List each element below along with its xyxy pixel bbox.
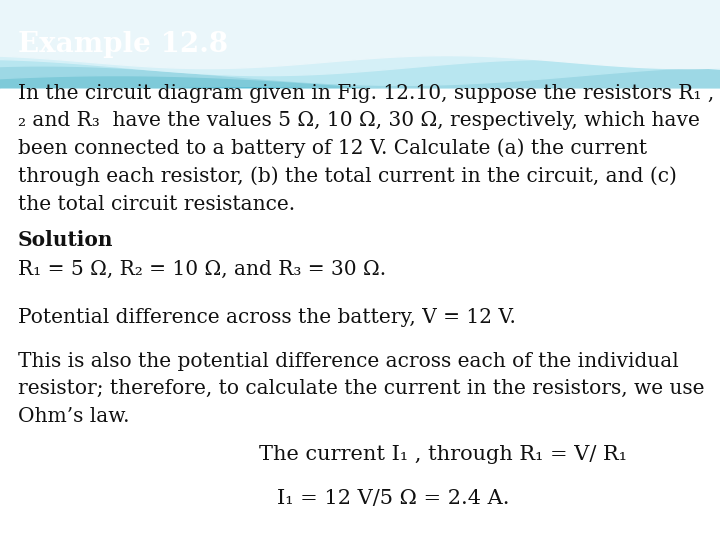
Text: This is also the potential difference across each of the individual
resistor; th: This is also the potential difference ac… [18, 352, 704, 426]
Polygon shape [0, 0, 720, 76]
Polygon shape [0, 0, 720, 111]
Text: In the circuit diagram given in Fig. 12.10, suppose the resistors R₁ , R
₂ and R: In the circuit diagram given in Fig. 12.… [18, 84, 720, 214]
Text: R₁ = 5 Ω, R₂ = 10 Ω, and R₃ = 30 Ω.: R₁ = 5 Ω, R₂ = 10 Ω, and R₃ = 30 Ω. [18, 260, 386, 279]
Text: Potential difference across the battery, V = 12 V.: Potential difference across the battery,… [18, 308, 516, 327]
Bar [0, 0, 720, 89]
Text: Solution: Solution [18, 230, 114, 249]
Text: I₁ = 12 V/5 Ω = 2.4 A.: I₁ = 12 V/5 Ω = 2.4 A. [277, 489, 510, 508]
Text: The current I₁ , through R₁ = V/ R₁: The current I₁ , through R₁ = V/ R₁ [259, 446, 627, 464]
Polygon shape [0, 0, 720, 85]
Polygon shape [0, 89, 720, 130]
Bar [0, 89, 720, 540]
Polygon shape [0, 0, 720, 97]
Text: Example 12.8: Example 12.8 [18, 31, 228, 58]
Polygon shape [0, 0, 720, 69]
